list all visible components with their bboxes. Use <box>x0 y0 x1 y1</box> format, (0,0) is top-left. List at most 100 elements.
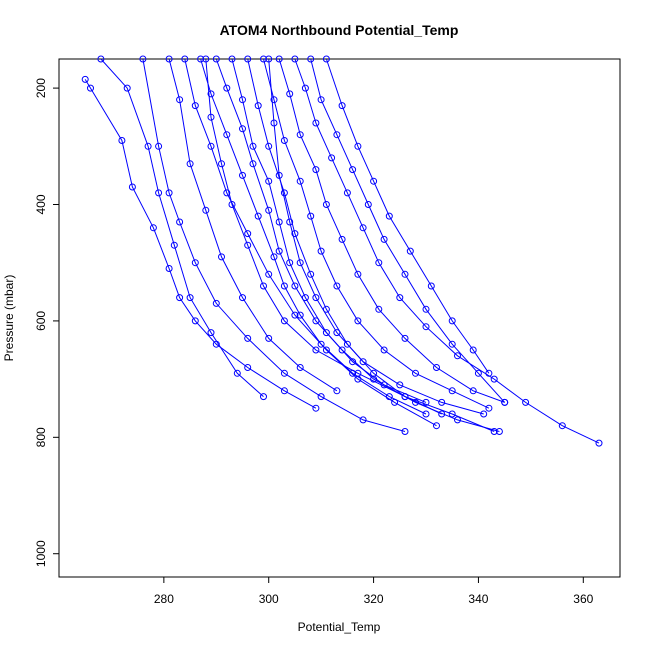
data-point <box>223 131 231 139</box>
data-point <box>291 230 299 238</box>
data-point <box>422 398 430 406</box>
data-point <box>270 253 278 261</box>
data-point <box>448 317 456 325</box>
data-point <box>301 84 309 92</box>
data-point <box>338 102 346 110</box>
data-point <box>87 84 94 92</box>
data-point <box>165 55 173 63</box>
x-tick-label: 340 <box>468 592 488 606</box>
data-point <box>501 398 509 406</box>
data-point <box>333 329 341 337</box>
series-line <box>215 58 500 432</box>
data-point <box>207 329 215 337</box>
data-point <box>448 387 456 395</box>
data-point <box>181 55 189 63</box>
data-point <box>280 137 288 144</box>
series-14 <box>322 55 493 377</box>
data-point <box>228 201 236 208</box>
data-point <box>296 311 304 319</box>
data-point <box>401 270 409 278</box>
data-point <box>186 294 194 302</box>
data-point <box>328 154 336 162</box>
data-point <box>280 317 288 325</box>
data-point <box>197 55 205 63</box>
data-point <box>233 369 241 377</box>
data-point <box>275 55 283 63</box>
data-point <box>296 131 304 139</box>
data-point <box>260 393 267 401</box>
series-10 <box>260 55 493 412</box>
y-axis-label: Pressure (mbar) <box>2 275 16 362</box>
y-tick-label: 1000 <box>34 540 48 567</box>
data-point <box>454 352 461 360</box>
data-point <box>438 398 446 406</box>
data-point <box>312 346 320 354</box>
data-point <box>202 206 210 214</box>
data-point <box>191 317 199 325</box>
data-point <box>275 218 283 226</box>
data-point <box>239 294 246 302</box>
data-point <box>170 241 178 249</box>
data-point <box>312 294 320 302</box>
x-tick-label: 320 <box>364 592 384 606</box>
data-point <box>469 346 477 354</box>
data-point <box>558 422 566 430</box>
data-point <box>207 142 215 150</box>
data-point <box>338 346 346 354</box>
data-point <box>291 55 299 63</box>
data-point <box>490 428 498 435</box>
data-point <box>595 439 603 447</box>
data-point <box>433 364 440 371</box>
data-point <box>401 393 409 401</box>
data-point <box>265 142 273 150</box>
data-point <box>249 160 257 168</box>
data-point <box>191 259 199 267</box>
data-point <box>427 282 435 290</box>
series-line <box>205 58 495 432</box>
data-point <box>128 183 136 191</box>
data-point <box>260 55 267 63</box>
data-point <box>291 282 299 290</box>
series-layer <box>81 55 603 447</box>
data-point <box>359 416 367 424</box>
data-point <box>375 259 383 267</box>
data-point <box>317 340 325 348</box>
data-point <box>380 235 388 243</box>
series-5 <box>181 55 440 430</box>
series-12 <box>291 55 603 447</box>
data-point <box>270 119 278 127</box>
data-point <box>265 206 273 214</box>
series-8 <box>228 55 430 406</box>
series-line <box>263 58 490 409</box>
data-point <box>485 369 493 377</box>
y-tick-label: 600 <box>34 311 48 331</box>
data-point <box>286 218 294 226</box>
series-line <box>168 58 338 392</box>
data-point <box>322 346 330 354</box>
series-line <box>325 58 490 374</box>
data-point <box>296 364 304 371</box>
data-point <box>396 381 404 389</box>
data-point <box>380 346 388 354</box>
data-point <box>123 84 131 92</box>
data-point <box>359 224 367 232</box>
data-point <box>265 334 273 342</box>
x-tick-label: 360 <box>573 592 593 606</box>
data-point <box>312 166 320 174</box>
data-point <box>349 358 357 366</box>
plot-frame <box>58 58 621 578</box>
data-point <box>97 55 105 63</box>
data-point <box>338 235 346 243</box>
data-point <box>454 416 461 424</box>
data-point <box>385 393 393 401</box>
x-axis-label: Potential_Temp <box>298 620 381 634</box>
series-9 <box>244 55 446 418</box>
data-point <box>254 102 262 110</box>
data-point <box>155 142 163 150</box>
data-point <box>249 142 257 150</box>
data-point <box>333 282 341 290</box>
data-point <box>239 96 246 104</box>
chart-title: ATOM4 Northbound Potential_Temp <box>220 22 459 38</box>
data-point <box>186 160 194 168</box>
data-point <box>375 305 383 313</box>
